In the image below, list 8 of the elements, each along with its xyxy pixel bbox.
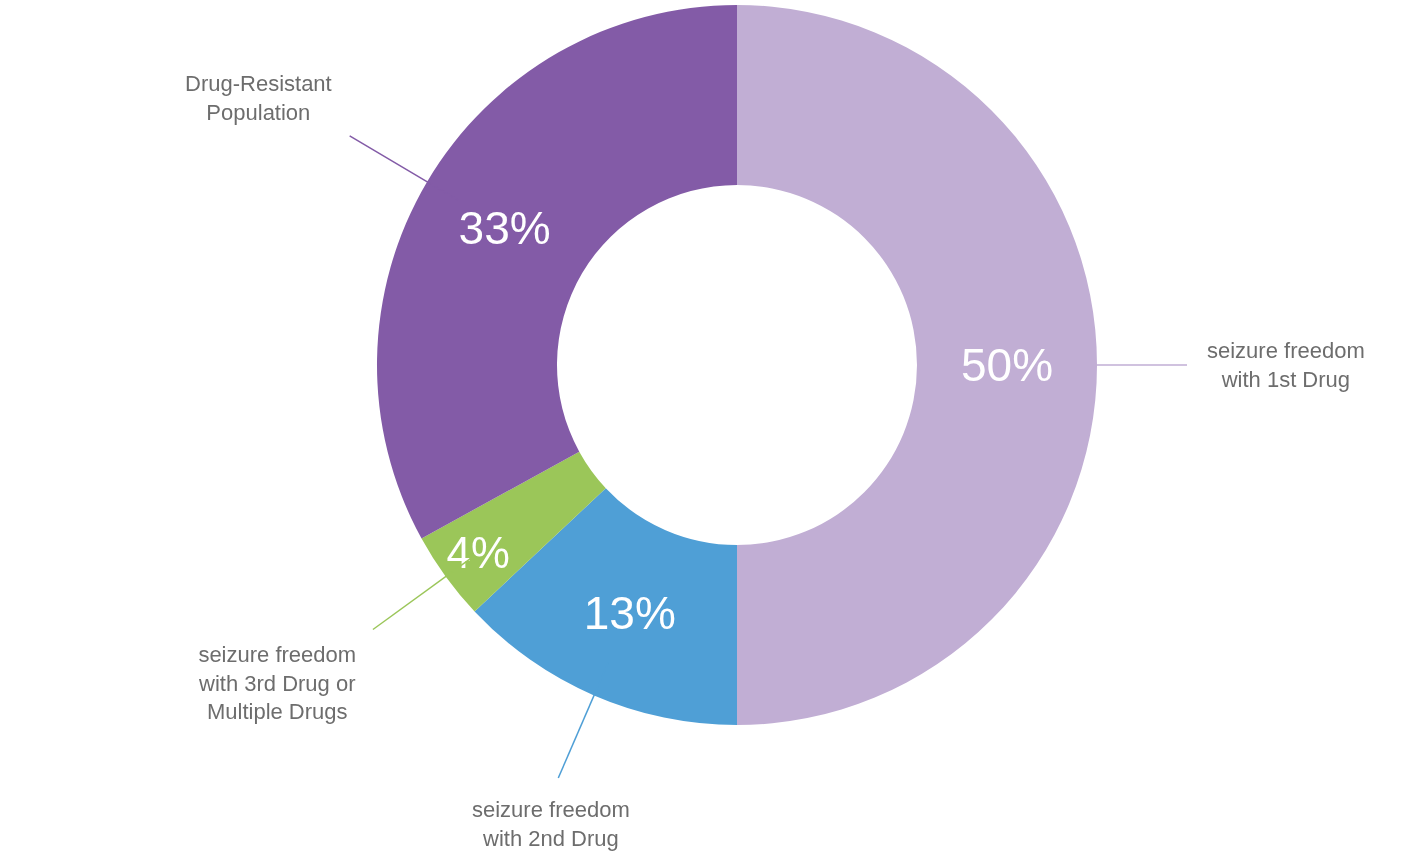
slice-label: seizure freedom with 2nd Drug: [472, 797, 630, 851]
slice-label: seizure freedom with 3rd Drug or Multiple Drugs: [198, 642, 357, 725]
slice-label: Drug-Resistant Population: [185, 71, 332, 125]
data-label: 4%: [446, 528, 510, 578]
data-label: 50%: [960, 339, 1054, 391]
data-label: 13%: [583, 586, 676, 639]
slice-label: seizure freedom with 1st Drug: [1207, 338, 1365, 392]
data-label: 33%: [458, 201, 551, 254]
